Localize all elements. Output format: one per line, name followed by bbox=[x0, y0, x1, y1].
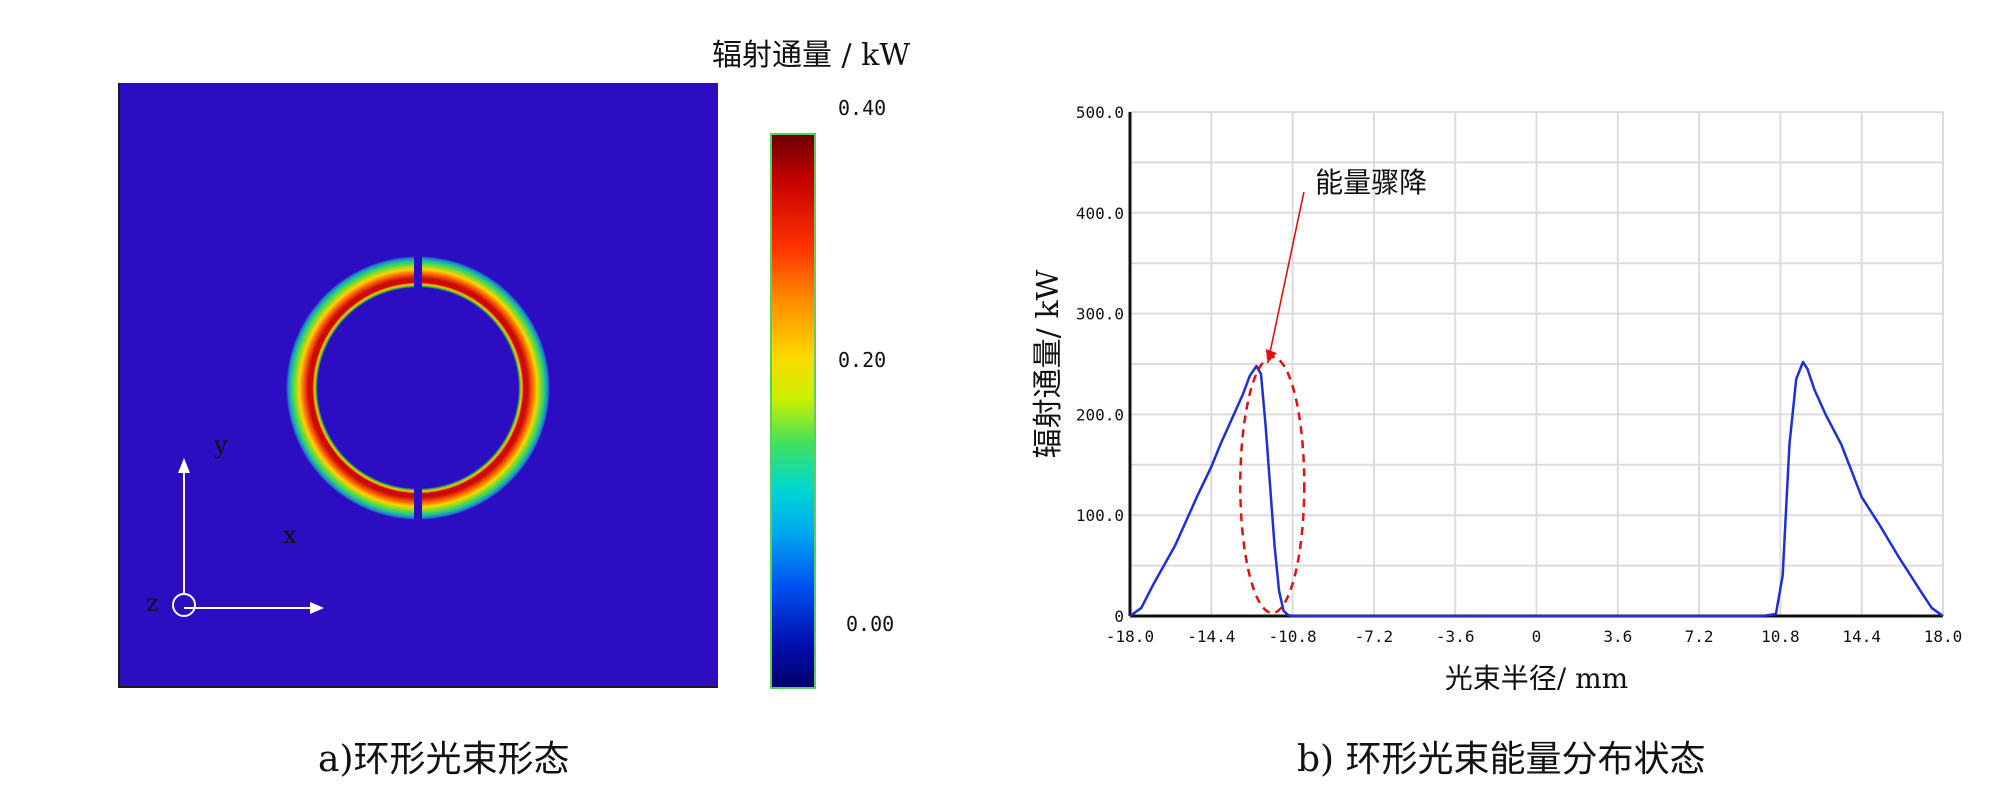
y-tick-label: 0 bbox=[1114, 607, 1124, 626]
colorbar-title: 辐射通量 / kW bbox=[712, 38, 911, 73]
energy-profile-chart: -18.0 -14.4 -10.8 -7.2 -3.6 0 3.6 7.2 10.8 14.4 18… bbox=[1031, 103, 1963, 690]
x-tick-label: -10.8 bbox=[1269, 627, 1317, 646]
grid bbox=[1129, 111, 1944, 617]
beam-ring bbox=[286, 256, 550, 520]
axes-indicator bbox=[172, 458, 324, 617]
x-tick-label: -7.2 bbox=[1355, 627, 1394, 646]
x-tick-label: 0 bbox=[1532, 627, 1542, 646]
beam-heatmap: y x z bbox=[118, 83, 718, 688]
series-line-beam-profile bbox=[1129, 360, 1944, 618]
axis-x-label: x bbox=[283, 521, 297, 549]
x-tick-label: 10.8 bbox=[1761, 627, 1800, 646]
caption-right: b) 环形光束能量分布状态 bbox=[1297, 739, 1706, 780]
annotation-arrowhead bbox=[1265, 348, 1277, 363]
y-tick-label: 500.0 bbox=[1076, 103, 1124, 122]
x-tick-label: -18.0 bbox=[1106, 627, 1154, 646]
colorbar bbox=[770, 133, 816, 689]
colorbar-tick-mid: 0.20 bbox=[838, 348, 887, 372]
caption-left: a)环形光束形态 bbox=[318, 739, 570, 780]
ring-gap-top bbox=[414, 253, 422, 305]
y-tick-label: 400.0 bbox=[1076, 204, 1124, 223]
axis-z-label: z bbox=[146, 589, 159, 617]
x-tick-label: 7.2 bbox=[1685, 627, 1714, 646]
colorbar-tick-max: 0.40 bbox=[838, 96, 887, 120]
annotation-arrow-line bbox=[1266, 191, 1305, 364]
annotation-label: 能量骤降 bbox=[1315, 166, 1427, 199]
y-axis-label: 辐射通量/ kW bbox=[1031, 270, 1066, 459]
y-tick-label: 200.0 bbox=[1076, 405, 1124, 424]
x-axis-label: 光束半径/ mm bbox=[1445, 662, 1628, 690]
colorbar-tick-min: 0.00 bbox=[846, 612, 895, 636]
x-tick-label: 18.0 bbox=[1924, 627, 1963, 646]
y-tick-label: 300.0 bbox=[1076, 305, 1124, 324]
y-tick-label: 100.0 bbox=[1076, 506, 1124, 525]
x-tick-label: -3.6 bbox=[1436, 627, 1475, 646]
x-tick-label: 14.4 bbox=[1842, 627, 1881, 646]
x-tick-label: -14.4 bbox=[1187, 627, 1235, 646]
x-tick-label: 3.6 bbox=[1603, 627, 1632, 646]
axis-y-label: y bbox=[213, 431, 228, 459]
ring-gap-bottom bbox=[414, 471, 422, 523]
